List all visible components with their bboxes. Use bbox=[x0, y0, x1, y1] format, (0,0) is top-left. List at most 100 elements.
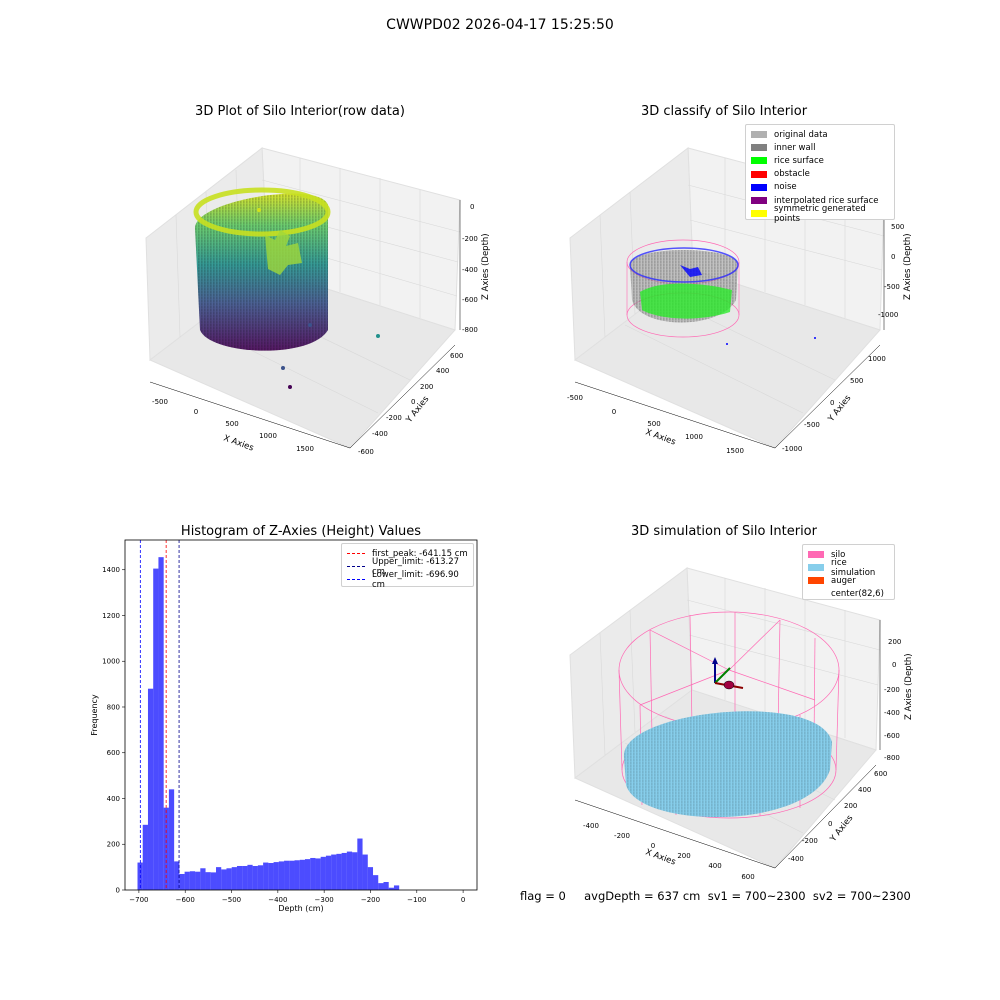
plot1-ztick: -800 bbox=[462, 326, 478, 334]
histogram-bar bbox=[278, 861, 285, 890]
plot2-xtick: 500 bbox=[647, 420, 660, 428]
histogram-bar bbox=[210, 872, 217, 890]
histogram-bar bbox=[200, 868, 206, 890]
plot1-ytick: -200 bbox=[386, 414, 402, 422]
legend-label: interpolated rice surface bbox=[774, 195, 879, 206]
legend-line bbox=[347, 553, 365, 555]
histogram-bar bbox=[195, 871, 201, 890]
histogram-bar bbox=[257, 865, 264, 890]
legend-swatch bbox=[808, 577, 824, 585]
histogram-chart: −700 −600 −500 −400 −300 −200 −100 0 0 200 400 600… bbox=[90, 539, 478, 913]
plot4-ytick: -200 bbox=[802, 837, 818, 845]
histogram-bar bbox=[341, 852, 347, 890]
plot1-ytick: 400 bbox=[436, 367, 449, 375]
histogram-bar bbox=[174, 861, 180, 890]
legend-item: first_peak: -641.15 cm bbox=[347, 547, 468, 560]
plot4-legend: silo rice simulation auger center(82,6) bbox=[802, 544, 895, 600]
plot2-ztick: -500 bbox=[884, 283, 900, 291]
legend-label: symmetric generated points bbox=[774, 203, 866, 224]
histogram-bar bbox=[147, 688, 154, 890]
histogram-bar bbox=[163, 807, 169, 890]
plot2-ztick: 500 bbox=[891, 223, 904, 231]
legend-label: first_peak: -641.15 cm bbox=[372, 548, 468, 559]
legend-item: silo bbox=[808, 548, 889, 561]
histogram-xlabel: Depth (cm) bbox=[278, 904, 323, 913]
histogram-legend: first_peak: -641.15 cm Upper_limit: -613… bbox=[341, 543, 474, 590]
plot1-zlabel: Z Axies (Depth) bbox=[481, 233, 491, 300]
plot1-ztick: -200 bbox=[462, 235, 478, 243]
histogram-ytick: 800 bbox=[107, 703, 120, 711]
plot1-ztick: -600 bbox=[462, 296, 478, 304]
legend-label: Lower_limit: -696.90 cm bbox=[372, 569, 459, 590]
plot2-ytick: 500 bbox=[850, 377, 863, 385]
legend-item: symmetric generated points bbox=[751, 204, 889, 224]
histogram-bar bbox=[252, 865, 258, 890]
plot4-xtick: 0 bbox=[651, 842, 655, 850]
figure-title: CWWPD02 2026-04-17 15:25:50 bbox=[386, 17, 614, 33]
plot4-ytick: 600 bbox=[874, 770, 887, 778]
legend-label: center(82,6) bbox=[831, 589, 884, 600]
legend-label: obstacle bbox=[774, 169, 810, 180]
histogram-bar bbox=[367, 867, 374, 890]
legend-swatch bbox=[751, 210, 767, 218]
legend-swatch bbox=[751, 170, 767, 178]
legend-item: noise bbox=[751, 181, 889, 194]
histogram-ytick: 1400 bbox=[102, 566, 120, 574]
plot2-ylabel: Y Axies bbox=[826, 393, 854, 425]
histogram-bar bbox=[294, 860, 300, 890]
legend-label: noise bbox=[774, 182, 797, 193]
histogram-bar bbox=[231, 867, 237, 890]
plot4-ytick: 200 bbox=[844, 802, 857, 810]
legend-swatch bbox=[808, 551, 824, 559]
histogram-bar bbox=[273, 862, 279, 890]
histogram-bar bbox=[263, 862, 269, 890]
histogram-bar bbox=[299, 859, 305, 890]
histogram-bar bbox=[373, 875, 379, 890]
histogram-bar bbox=[247, 864, 253, 890]
plot4-ytick: 0 bbox=[828, 820, 832, 828]
histogram-bar bbox=[226, 868, 232, 890]
histogram-bar bbox=[336, 853, 342, 890]
legend-item: rice simulation bbox=[808, 558, 889, 578]
plot2-legend: original data inner wall rice surface ob… bbox=[745, 124, 895, 224]
plot4-3d-surface: -400 -200 0 200 400 600 -400 -200 0 200 … bbox=[569, 567, 914, 881]
histogram-bar bbox=[304, 859, 311, 890]
legend-item: obstacle bbox=[751, 168, 889, 181]
plot2-ytick: -500 bbox=[804, 421, 820, 429]
legend-label: original data bbox=[774, 129, 828, 140]
histogram-bar bbox=[346, 851, 353, 890]
plot2-ytick: 1000 bbox=[868, 355, 886, 363]
legend-label: rice surface bbox=[774, 155, 824, 166]
plot1-xtick: 1000 bbox=[259, 432, 277, 440]
histogram-bar bbox=[362, 854, 368, 890]
histogram-bar bbox=[242, 865, 248, 890]
legend-line bbox=[347, 566, 365, 568]
legend-item: interpolated rice surface bbox=[751, 194, 889, 207]
plot1-ztick: 0 bbox=[470, 203, 474, 211]
histogram-bar bbox=[158, 557, 164, 890]
plot4-title: 3D simulation of Silo Interior bbox=[631, 524, 817, 539]
legend-swatch bbox=[808, 591, 824, 598]
plot1-xtick: -500 bbox=[152, 398, 168, 406]
histogram-bar bbox=[310, 857, 316, 890]
plot1-ytick: -400 bbox=[372, 430, 388, 438]
plot4-ztick: 200 bbox=[888, 638, 901, 646]
plot1-xtick: 1500 bbox=[296, 445, 314, 453]
histogram-xtick: 0 bbox=[461, 896, 465, 904]
legend-swatch bbox=[751, 131, 767, 139]
plot4-xtick: -400 bbox=[583, 822, 599, 830]
histogram-ylabel: Frequency bbox=[90, 694, 99, 736]
histogram-bar bbox=[184, 871, 190, 890]
plot4-ztick: -400 bbox=[884, 709, 900, 717]
histogram-bar bbox=[205, 872, 211, 890]
legend-swatch bbox=[751, 144, 767, 152]
histogram-bar bbox=[216, 867, 222, 890]
legend-swatch bbox=[808, 564, 824, 572]
histogram-bar bbox=[142, 824, 148, 890]
histogram-xtick: −400 bbox=[268, 896, 287, 904]
legend-item: original data bbox=[751, 128, 889, 141]
histogram-xtick: −300 bbox=[315, 896, 334, 904]
histogram-xtick: −200 bbox=[361, 896, 380, 904]
legend-swatch bbox=[751, 157, 767, 165]
plot1-xtick: 0 bbox=[194, 408, 198, 416]
